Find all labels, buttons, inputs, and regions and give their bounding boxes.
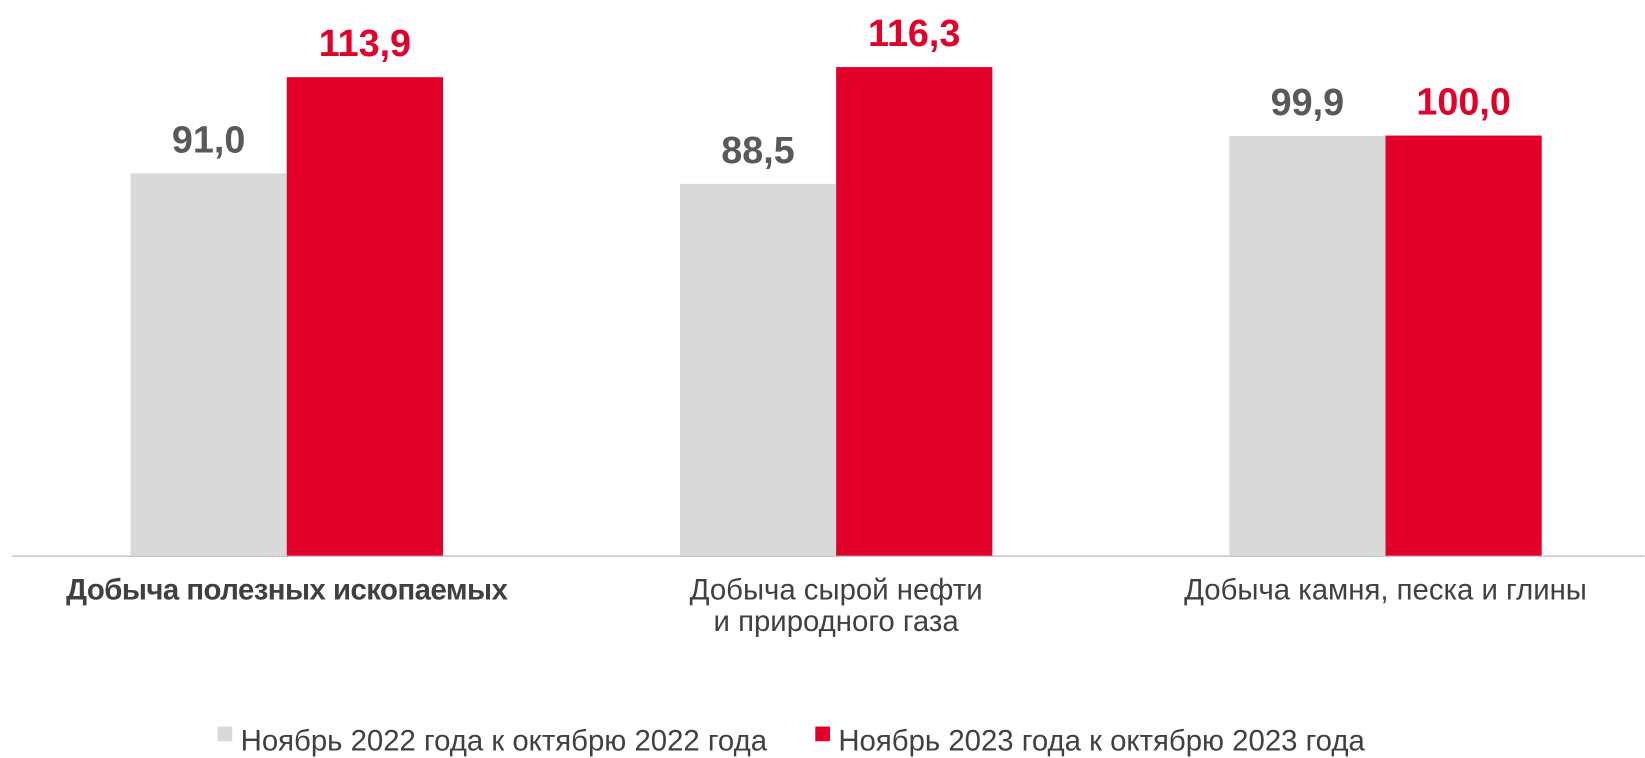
legend-label: Ноябрь 2022 года к октябрю 2022 года [241, 725, 768, 758]
value-label: 91,0 [172, 118, 245, 160]
value-label: 113,9 [319, 22, 411, 64]
bar [1229, 135, 1386, 556]
bar [130, 173, 287, 556]
bar [286, 77, 443, 556]
value-label: 99,9 [1271, 81, 1344, 123]
x-tick-label: Добыча камня, песка и глины [1184, 574, 1587, 607]
bar [836, 67, 993, 556]
value-label: 100,0 [1416, 81, 1510, 123]
legend-label: Ноябрь 2023 года к октябрю 2023 года [838, 725, 1365, 758]
value-label: 116,3 [868, 12, 960, 54]
legend-swatch [815, 726, 830, 742]
x-tick-label: Добыча полезных ископаемых [66, 574, 508, 607]
legend-swatch [217, 726, 233, 742]
bar [679, 183, 837, 556]
value-label: 88,5 [721, 129, 794, 171]
x-tick-label: Добыча сырой нефти и природного газа [690, 574, 983, 638]
bar [1385, 135, 1542, 556]
